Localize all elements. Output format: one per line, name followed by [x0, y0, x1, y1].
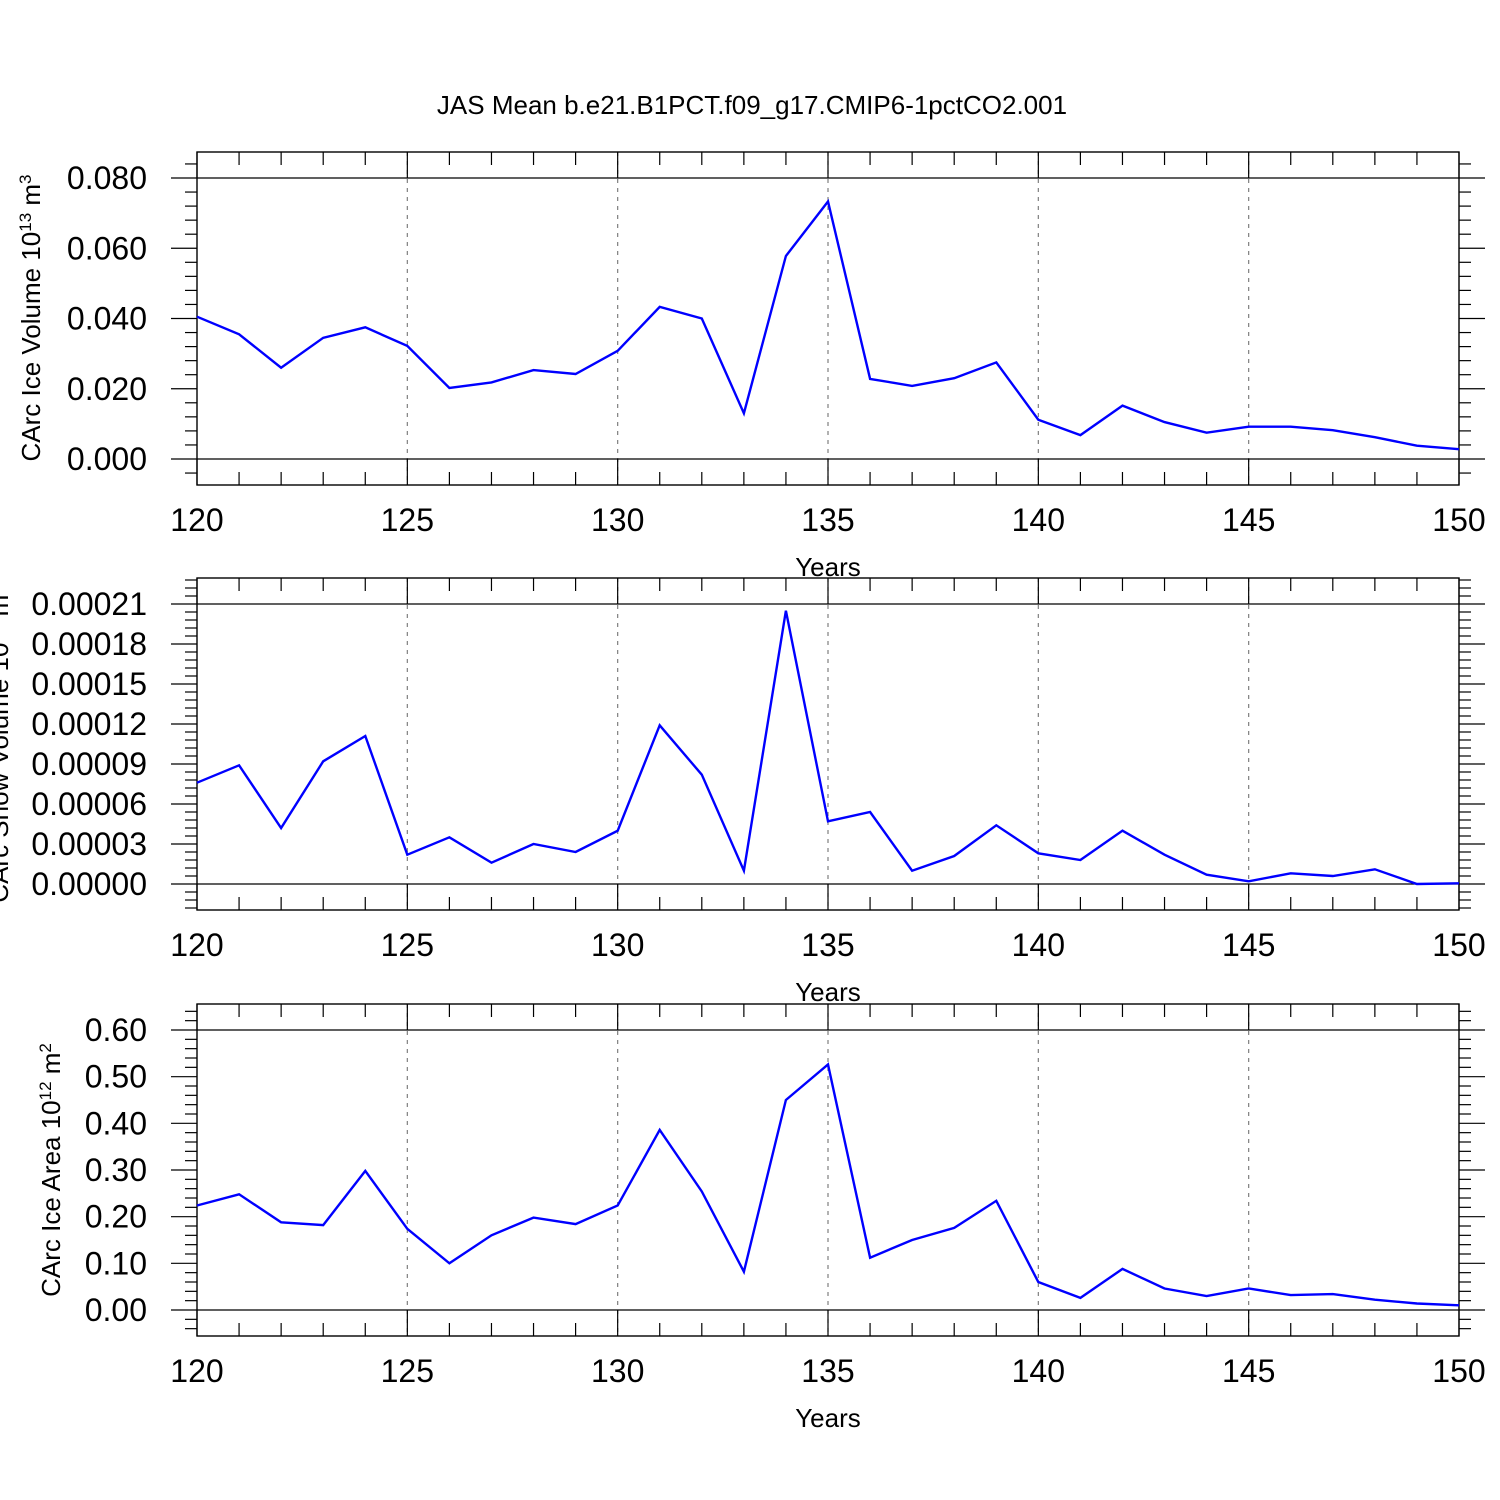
x-tick-label: 120 — [170, 927, 223, 963]
y-tick-label: 0.00009 — [31, 746, 147, 782]
x-tick-label: 140 — [1012, 502, 1065, 538]
series-line — [196, 610, 1460, 886]
panel-1: 0.000 0.020 0.040 0.060 0.080 120 125 130 135 140… — [16, 151, 1486, 582]
y-tick-label: 0.10 — [85, 1245, 147, 1281]
x-axis-label: Years — [795, 552, 861, 582]
x-tick-label: 150 — [1432, 502, 1485, 538]
y-axis-label: CArc Snow Volume 1013 m3 — [0, 585, 14, 902]
panels: 0.000 0.020 0.040 0.060 0.080 120 125 130 135 140… — [0, 151, 1486, 1433]
x-tick-label: 130 — [591, 1353, 644, 1389]
x-tick-label: 130 — [591, 927, 644, 963]
x-tick-label: 150 — [1432, 1353, 1485, 1389]
x-tick-label: 145 — [1222, 1353, 1275, 1389]
figure-title: JAS Mean b.e21.B1PCT.f09_g17.CMIP6-1pctC… — [437, 90, 1067, 120]
x-tick-label: 120 — [170, 1353, 223, 1389]
y-axis-label: CArc Ice Area 1012 m2 — [36, 1043, 67, 1297]
x-tick-label: 135 — [801, 927, 854, 963]
x-axis-label: Years — [795, 977, 861, 1007]
y-tick-label: 0.00006 — [31, 786, 147, 822]
y-tick-label: 0.50 — [85, 1059, 147, 1095]
y-tick-label: 0.080 — [67, 160, 147, 196]
y-tick-label: 0.020 — [67, 371, 147, 407]
series-line — [196, 1062, 1460, 1307]
panel-3: 0.00 0.10 0.20 0.30 0.40 0.50 0.60 120 125 130 135… — [36, 1003, 1486, 1433]
y-tick-label: 0.000 — [67, 441, 147, 477]
y-tick-label: 0.30 — [85, 1152, 147, 1188]
x-tick-label: 145 — [1222, 502, 1275, 538]
y-tick-label: 0.00000 — [31, 866, 147, 902]
y-tick-label: 0.040 — [67, 301, 147, 337]
x-tick-label: 140 — [1012, 1353, 1065, 1389]
x-tick-label: 125 — [381, 927, 434, 963]
y-tick-label: 0.00 — [85, 1292, 147, 1328]
x-tick-label: 125 — [381, 502, 434, 538]
y-tick-label: 0.20 — [85, 1199, 147, 1235]
y-tick-label: 0.00012 — [31, 706, 147, 742]
x-tick-label: 140 — [1012, 927, 1065, 963]
x-tick-label: 135 — [801, 502, 854, 538]
series-line — [196, 198, 1460, 451]
x-tick-label: 145 — [1222, 927, 1275, 963]
y-axis-label: CArc Ice Volume 1013 m3 — [16, 174, 47, 461]
x-tick-label: 120 — [170, 502, 223, 538]
y-tick-label: 0.00018 — [31, 626, 147, 662]
x-tick-label: 125 — [381, 1353, 434, 1389]
panel-2: 0.00000 0.00003 0.00006 0.00009 0.00012 0.000… — [0, 577, 1486, 1007]
x-tick-label: 135 — [801, 1353, 854, 1389]
y-tick-label: 0.00003 — [31, 826, 147, 862]
y-tick-label: 0.00015 — [31, 666, 147, 702]
x-axis-label: Years — [795, 1403, 861, 1433]
y-tick-label: 0.40 — [85, 1105, 147, 1141]
y-tick-label: 0.00021 — [31, 586, 147, 622]
x-tick-label: 150 — [1432, 927, 1485, 963]
y-tick-label: 0.60 — [85, 1012, 147, 1048]
y-tick-label: 0.060 — [67, 230, 147, 266]
x-tick-label: 130 — [591, 502, 644, 538]
